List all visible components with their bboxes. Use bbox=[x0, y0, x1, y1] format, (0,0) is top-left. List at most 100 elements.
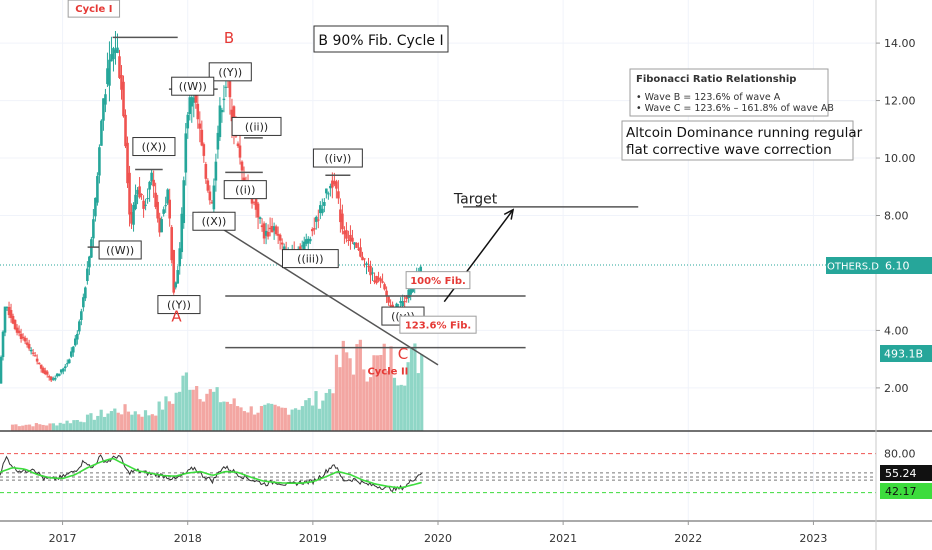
candle-body bbox=[212, 185, 216, 210]
volume-bar bbox=[389, 346, 393, 431]
volume-bar bbox=[235, 406, 240, 431]
candle-body bbox=[63, 366, 67, 369]
volume-badge bbox=[880, 345, 932, 362]
candle-body bbox=[236, 143, 240, 147]
candle-body bbox=[268, 227, 272, 230]
volume-bar bbox=[406, 362, 410, 431]
candle-body bbox=[323, 202, 326, 206]
volume-bar bbox=[99, 409, 103, 431]
candle-body bbox=[304, 239, 308, 244]
wave-label-box bbox=[132, 137, 176, 157]
volume-bar bbox=[368, 377, 373, 431]
candle-body bbox=[353, 242, 356, 245]
volume-bar bbox=[297, 409, 301, 431]
candle-body bbox=[365, 263, 368, 266]
wave-label: 100% Fib. bbox=[410, 276, 466, 287]
candle-body bbox=[47, 376, 51, 378]
candle-body bbox=[29, 349, 33, 352]
volume-bars bbox=[10, 339, 424, 431]
volume-bar bbox=[89, 413, 93, 431]
candle-body bbox=[214, 161, 218, 181]
rsi-current-text: 55.24 bbox=[885, 467, 917, 480]
candle-body bbox=[198, 123, 202, 129]
candle-body bbox=[102, 98, 105, 121]
volume-bar bbox=[338, 367, 342, 431]
candle-body bbox=[108, 59, 111, 86]
fib-ratio-title: Fibonacci Ratio Relationship bbox=[636, 74, 796, 85]
volume-bar bbox=[239, 407, 243, 431]
candle-body bbox=[84, 287, 87, 299]
volume-bar bbox=[85, 414, 90, 431]
volume-bar bbox=[290, 409, 294, 431]
candle-body bbox=[118, 56, 121, 78]
candle-body bbox=[343, 230, 346, 235]
volume-bar bbox=[178, 391, 182, 431]
candle-body bbox=[39, 364, 43, 369]
candle-body bbox=[355, 242, 358, 248]
fib-ratio-box bbox=[629, 68, 829, 117]
candle-body bbox=[65, 363, 69, 365]
volume-bar bbox=[41, 424, 45, 431]
volume-bar bbox=[229, 404, 233, 431]
volume-bar bbox=[198, 399, 202, 431]
volume-bar bbox=[341, 340, 345, 431]
candle-body bbox=[347, 239, 350, 241]
candle-body bbox=[88, 256, 91, 268]
candle-body bbox=[130, 212, 133, 224]
volume-bar bbox=[399, 384, 403, 431]
candle-body bbox=[5, 307, 9, 309]
candle-body bbox=[138, 186, 141, 198]
volume-bar bbox=[191, 389, 195, 431]
candle-body bbox=[238, 145, 242, 158]
candle-body bbox=[15, 327, 19, 333]
candle-body bbox=[306, 238, 310, 244]
candle-body bbox=[349, 234, 352, 241]
candle-body bbox=[25, 342, 29, 345]
wave-label: 123.6% Fib. bbox=[405, 320, 471, 331]
candle-body bbox=[172, 250, 176, 293]
volume-bar bbox=[137, 414, 141, 431]
wave-label: ((iv)) bbox=[325, 152, 352, 165]
candle-body bbox=[276, 234, 280, 236]
candle-body bbox=[381, 281, 384, 283]
wave-label: ((W)) bbox=[179, 80, 207, 93]
candle-body bbox=[11, 316, 15, 324]
candle-body bbox=[120, 75, 123, 90]
volume-bar bbox=[382, 343, 386, 431]
candle-body bbox=[94, 197, 97, 217]
candle-body bbox=[180, 213, 184, 253]
candle-body bbox=[262, 223, 266, 239]
candle-body bbox=[373, 280, 376, 283]
symbol-badge-text: OTHERS.D bbox=[827, 262, 879, 273]
candle-body bbox=[176, 270, 180, 284]
volume-bar bbox=[120, 414, 124, 431]
time-tick-label: 2019 bbox=[299, 532, 327, 545]
volume-bar bbox=[24, 424, 28, 431]
candle-body bbox=[196, 103, 200, 120]
candle-body bbox=[298, 246, 302, 252]
candle-body bbox=[100, 120, 103, 146]
wave-label: ((ii)) bbox=[245, 120, 268, 133]
volume-bar bbox=[147, 415, 151, 431]
candle-body bbox=[379, 278, 382, 282]
symbol-badge bbox=[826, 257, 880, 274]
rsi-line bbox=[0, 454, 423, 492]
candle-body bbox=[345, 230, 348, 239]
comment-line-1: Altcoin Dominance running regular bbox=[626, 125, 863, 141]
volume-bar bbox=[205, 393, 209, 431]
candle-body bbox=[168, 199, 171, 219]
candle-body bbox=[331, 180, 334, 188]
price-axis: 14.00 12.00 10.00 8.00 4.00 2.00 bbox=[876, 37, 916, 395]
candle-body bbox=[341, 213, 344, 230]
candle-body bbox=[23, 337, 27, 342]
wave-label-box bbox=[281, 249, 339, 269]
volume-bar bbox=[116, 412, 120, 431]
volume-bar bbox=[413, 343, 417, 431]
candle-body bbox=[224, 86, 228, 88]
candle-body bbox=[319, 205, 322, 214]
time-axis: 2017 2018 2019 2020 2021 2022 2023 bbox=[49, 521, 827, 545]
candle-body bbox=[272, 226, 276, 231]
candle-body bbox=[3, 306, 7, 333]
candle-body bbox=[72, 346, 75, 353]
candle-body bbox=[357, 248, 360, 250]
